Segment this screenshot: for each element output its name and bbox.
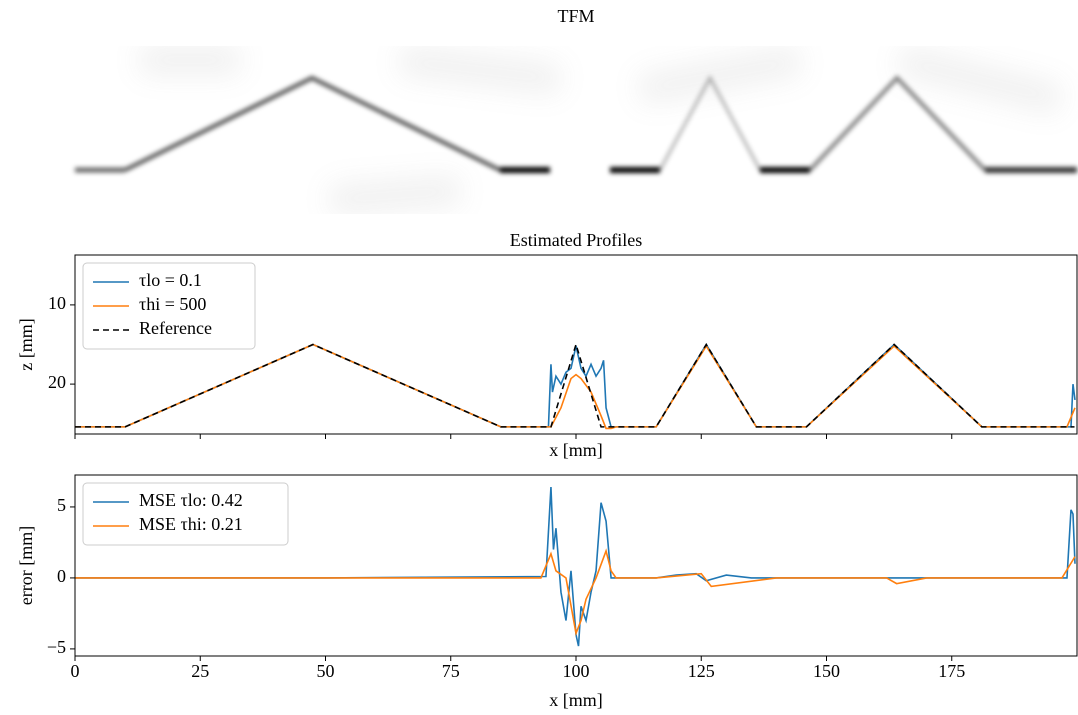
- y-tick-label: 10: [48, 293, 66, 313]
- x-tick-label: 175: [938, 661, 965, 681]
- legend-label: MSE τhi: 0.21: [139, 514, 243, 534]
- x-tick-label: 50: [317, 661, 335, 681]
- panel-title: TFM: [557, 6, 594, 26]
- y-tick-label: 20: [48, 372, 66, 392]
- y-tick-label: 5: [57, 495, 66, 515]
- x-tick-label: 125: [688, 661, 715, 681]
- legend-label: Reference: [139, 318, 212, 338]
- legend-label: τhi = 500: [139, 294, 206, 314]
- legend-label: τlo = 0.1: [139, 270, 202, 290]
- legend-label: MSE τlo: 0.42: [139, 490, 243, 510]
- x-tick-label: 150: [813, 661, 840, 681]
- panel-title: Estimated Profiles: [510, 230, 642, 250]
- figure: TFM Estimated Profiles 10 20 x [mm] z [mm] τlo…: [0, 0, 1078, 715]
- x-tick-label: 0: [71, 661, 80, 681]
- y-tick-label: −5: [47, 637, 66, 657]
- y-axis-label: z [mm]: [16, 318, 36, 370]
- tfm-image: [75, 35, 1077, 215]
- x-tick-label: 25: [191, 661, 209, 681]
- x-tick-label: 100: [563, 661, 590, 681]
- x-axis-label: x [mm]: [549, 690, 603, 710]
- x-tick-label: 75: [442, 661, 460, 681]
- x-axis-label: x [mm]: [549, 440, 603, 460]
- series-line: [75, 345, 1075, 429]
- series-line: [75, 345, 1074, 427]
- y-tick-label: 0: [57, 566, 66, 586]
- y-axis-label: error [mm]: [16, 526, 36, 605]
- series-line: [75, 345, 1075, 427]
